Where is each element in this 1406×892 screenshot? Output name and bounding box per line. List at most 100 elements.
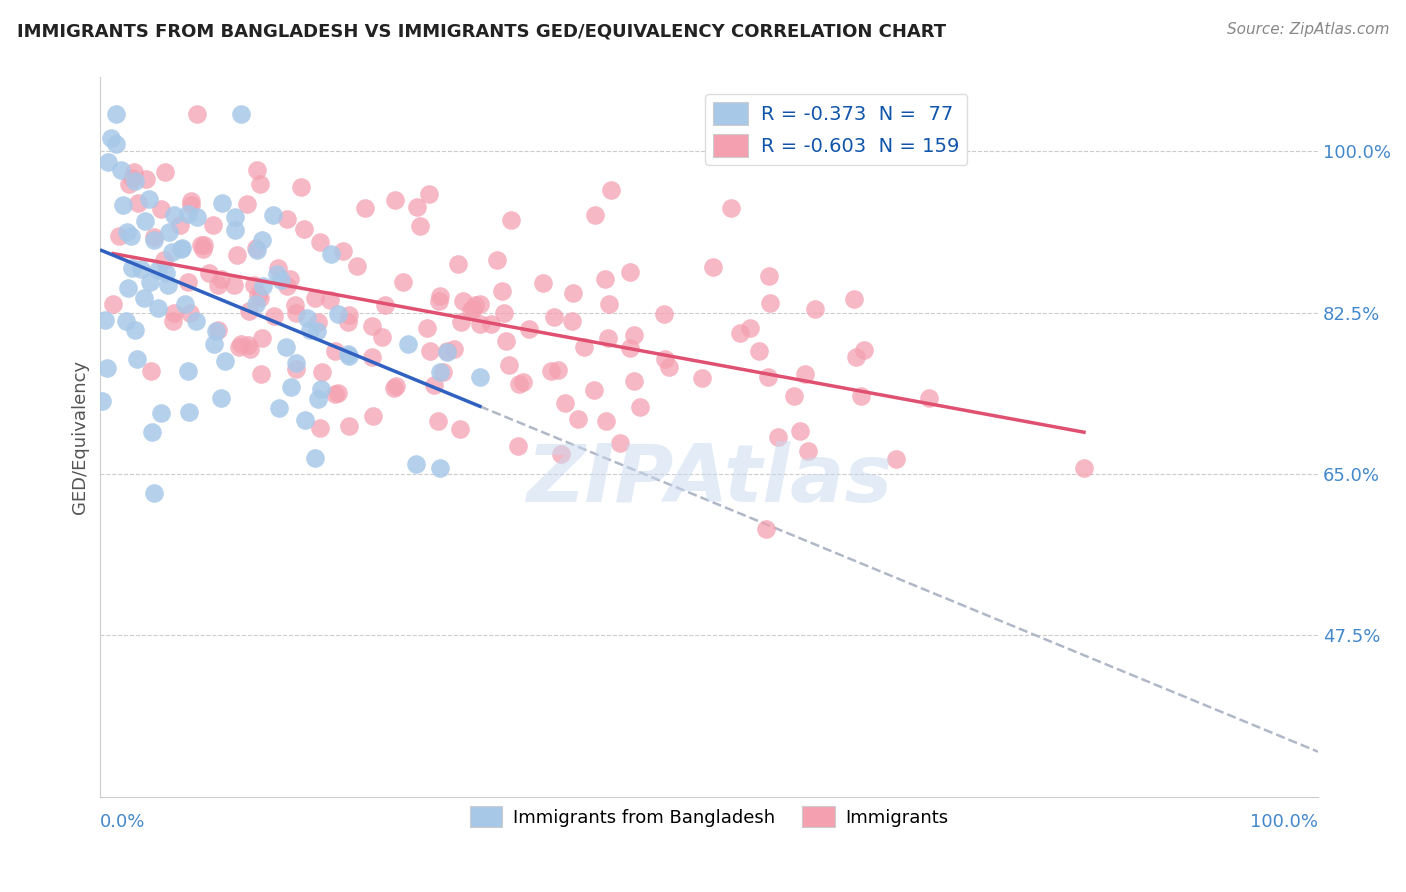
Point: [139, 275, 162, 289]
Point: [337, 308, 360, 322]
Point: [619, 341, 641, 355]
Point: [211, 195, 233, 210]
Point: [121, 261, 143, 276]
Point: [427, 414, 450, 428]
Point: [491, 285, 513, 299]
Point: [134, 213, 156, 227]
Point: [238, 337, 260, 351]
Point: [142, 486, 165, 500]
Point: [115, 226, 138, 240]
Point: [346, 259, 368, 273]
Point: [280, 380, 302, 394]
Point: [508, 439, 530, 453]
Point: [326, 307, 349, 321]
Point: [598, 297, 620, 311]
Point: [307, 325, 329, 339]
Point: [108, 228, 131, 243]
Point: [842, 293, 865, 307]
Point: [370, 329, 392, 343]
Point: [585, 208, 607, 222]
Point: [755, 522, 778, 536]
Point: [295, 311, 318, 326]
Point: [392, 276, 415, 290]
Point: [236, 197, 259, 211]
Point: [170, 242, 193, 256]
Point: [239, 342, 262, 356]
Point: [285, 361, 308, 376]
Point: [409, 219, 432, 234]
Point: [307, 315, 329, 329]
Point: [94, 313, 117, 327]
Point: [416, 320, 439, 334]
Point: [429, 461, 451, 475]
Point: [396, 336, 419, 351]
Point: [468, 318, 491, 332]
Y-axis label: GED/Equivalency: GED/Equivalency: [72, 360, 89, 514]
Point: [766, 430, 789, 444]
Point: [385, 379, 408, 393]
Point: [361, 319, 384, 334]
Point: [499, 213, 522, 227]
Point: [249, 177, 271, 191]
Point: [162, 314, 184, 328]
Text: 100.0%: 100.0%: [1250, 814, 1319, 831]
Point: [177, 364, 200, 378]
Point: [756, 370, 779, 384]
Point: [619, 265, 641, 279]
Point: [201, 219, 224, 233]
Point: [337, 349, 360, 363]
Point: [207, 278, 229, 293]
Point: [738, 321, 761, 335]
Point: [654, 351, 676, 366]
Point: [150, 202, 173, 217]
Point: [141, 425, 163, 439]
Point: [794, 367, 817, 381]
Point: [447, 257, 470, 271]
Point: [252, 279, 274, 293]
Point: [328, 386, 350, 401]
Point: [163, 208, 186, 222]
Point: [193, 243, 215, 257]
Point: [163, 306, 186, 320]
Point: [600, 184, 623, 198]
Point: [323, 344, 346, 359]
Point: [135, 172, 157, 186]
Point: [702, 260, 724, 275]
Point: [143, 233, 166, 247]
Point: [453, 294, 475, 309]
Text: IMMIGRANTS FROM BANGLADESH VS IMMIGRANTS GED/EQUIVALENCY CORRELATION CHART: IMMIGRANTS FROM BANGLADESH VS IMMIGRANTS…: [17, 22, 946, 40]
Point: [405, 457, 427, 471]
Point: [179, 197, 201, 211]
Point: [598, 331, 620, 345]
Point: [177, 275, 200, 289]
Point: [284, 306, 307, 320]
Point: [720, 201, 742, 215]
Point: [224, 223, 246, 237]
Point: [728, 326, 751, 341]
Point: [436, 343, 458, 358]
Point: [294, 413, 316, 427]
Point: [382, 381, 405, 395]
Point: [118, 177, 141, 191]
Point: [266, 267, 288, 281]
Point: [193, 238, 215, 252]
Point: [276, 212, 298, 227]
Point: [120, 229, 142, 244]
Point: [486, 253, 509, 268]
Point: [796, 444, 818, 458]
Point: [311, 365, 333, 379]
Point: [593, 272, 616, 286]
Point: [276, 340, 298, 354]
Point: [207, 323, 229, 337]
Point: [186, 211, 208, 225]
Point: [138, 192, 160, 206]
Point: [159, 225, 181, 239]
Point: [157, 277, 180, 292]
Point: [111, 198, 134, 212]
Point: [246, 243, 269, 257]
Point: [180, 194, 202, 209]
Point: [309, 421, 332, 435]
Point: [304, 291, 326, 305]
Point: [319, 247, 342, 261]
Point: [250, 233, 273, 247]
